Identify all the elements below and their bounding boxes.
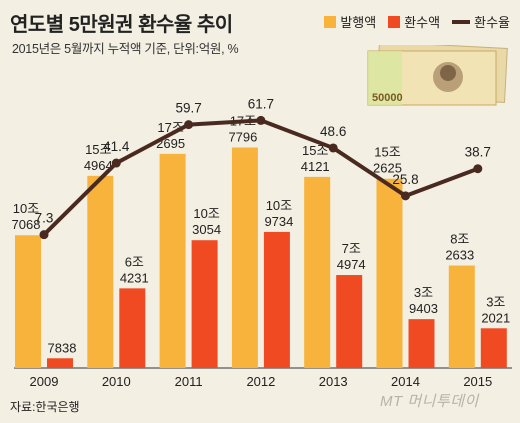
x-tick-2015: 2015 — [463, 374, 492, 389]
label-returned-bottom-2011: 3054 — [192, 222, 221, 237]
x-tick-2011: 2011 — [175, 374, 203, 389]
bar-returned-2014 — [408, 319, 435, 368]
label-issued-top-2013: 15조 — [302, 143, 328, 158]
point-rate-2015 — [473, 164, 483, 174]
chart-title: 연도별 5만원권 환수율 추이 — [10, 14, 233, 36]
point-rate-2014 — [401, 191, 410, 201]
legend-label-returned: 환수액 — [404, 15, 441, 30]
label-issued-bottom-2015: 2633 — [445, 248, 474, 263]
label-rate-2012: 61.7 — [248, 96, 274, 111]
point-rate-2011 — [184, 120, 194, 130]
label-issued-bottom-2009: 7068 — [12, 217, 41, 232]
label-returned-bottom-2010: 4231 — [120, 270, 149, 285]
point-rate-2010 — [111, 158, 121, 168]
source-note: 자료:한국은행 — [10, 400, 80, 414]
label-rate-2015: 38.7 — [465, 145, 491, 160]
bar-returned-2015 — [480, 328, 507, 368]
x-tick-2009: 2009 — [30, 374, 59, 389]
bar-issued-2013 — [304, 176, 331, 368]
label-returned-bottom-2014: 9403 — [409, 301, 438, 316]
bar-returned-2012 — [263, 231, 290, 368]
label-issued-bottom-2012: 7796 — [228, 130, 257, 145]
x-tick-2014: 2014 — [391, 374, 420, 389]
bar-returned-2011 — [191, 240, 218, 368]
legend-swatch-issued — [324, 15, 337, 28]
bar-issued-2009 — [15, 235, 41, 368]
label-rate-2010: 41.4 — [103, 139, 130, 154]
label-issued-bottom-2010: 4964 — [84, 158, 113, 173]
bar-issued-2010 — [87, 175, 114, 368]
legend-swatch-rate — [452, 19, 471, 24]
banknote-value: 50000 — [372, 92, 403, 104]
label-returned-top-2012: 10조 — [266, 198, 292, 213]
bar-returned-2010 — [119, 288, 146, 368]
label-issued-bottom-2013: 4121 — [301, 159, 330, 174]
label-issued-top-2015: 8조 — [450, 232, 469, 247]
legend-item-rate: 환수율 — [452, 12, 510, 31]
label-issued-top-2009: 10조 — [13, 201, 39, 216]
bar-returned-2009 — [47, 358, 73, 368]
bar-issued-2012 — [231, 147, 258, 368]
legend-swatch-returned — [388, 15, 401, 28]
label-returned-top-2015: 3조 — [486, 294, 505, 309]
watermark-logo: MT 머니투데이 — [380, 393, 479, 410]
point-rate-2013 — [328, 143, 338, 153]
x-tick-2013: 2013 — [319, 374, 348, 389]
legend-item-returned: 환수액 — [388, 12, 440, 31]
point-rate-2009 — [39, 230, 49, 240]
legend-label-issued: 발행액 — [340, 15, 377, 30]
label-rate-2009: 7.3 — [35, 211, 54, 226]
bar-issued-2015 — [448, 265, 475, 368]
label-rate-2014: 25.8 — [392, 172, 418, 187]
label-returned-top-2014: 3조 — [414, 285, 433, 300]
label-returned-bottom-2015: 2021 — [481, 310, 510, 325]
point-rate-2012 — [256, 115, 266, 125]
chart-subtitle: 2015년은 5월까지 누적액 기준, 단위:억원, % — [12, 42, 239, 56]
label-issued-top-2014: 15조 — [374, 145, 400, 160]
bar-issued-2014 — [376, 178, 403, 368]
label-rate-2013: 48.6 — [320, 124, 346, 139]
label-returned-top-2010: 6조 — [125, 254, 144, 269]
bar-issued-2011 — [159, 153, 186, 368]
label-returned-bottom-2013: 4974 — [337, 257, 366, 272]
label-returned-top-2013: 7조 — [342, 241, 361, 256]
label-issued-top-2010: 15조 — [85, 142, 111, 157]
legend-label-rate: 환수율 — [474, 15, 510, 30]
bar-returned-2013 — [336, 275, 363, 368]
label-returned-top-2011: 10조 — [193, 206, 219, 221]
label-returned-bottom-2012: 9734 — [264, 214, 293, 229]
banknote-illustration: 50000 — [367, 45, 508, 106]
label-rate-2011: 59.7 — [175, 101, 201, 116]
x-tick-2012: 2012 — [246, 374, 275, 389]
legend-item-issued: 발행액 — [324, 12, 376, 31]
label-returned-bottom-2009: 7838 — [48, 340, 77, 355]
label-issued-bottom-2014: 2625 — [373, 161, 402, 176]
x-tick-2010: 2010 — [102, 374, 131, 389]
legend: 발행액 환수액 환수율 — [324, 12, 510, 31]
